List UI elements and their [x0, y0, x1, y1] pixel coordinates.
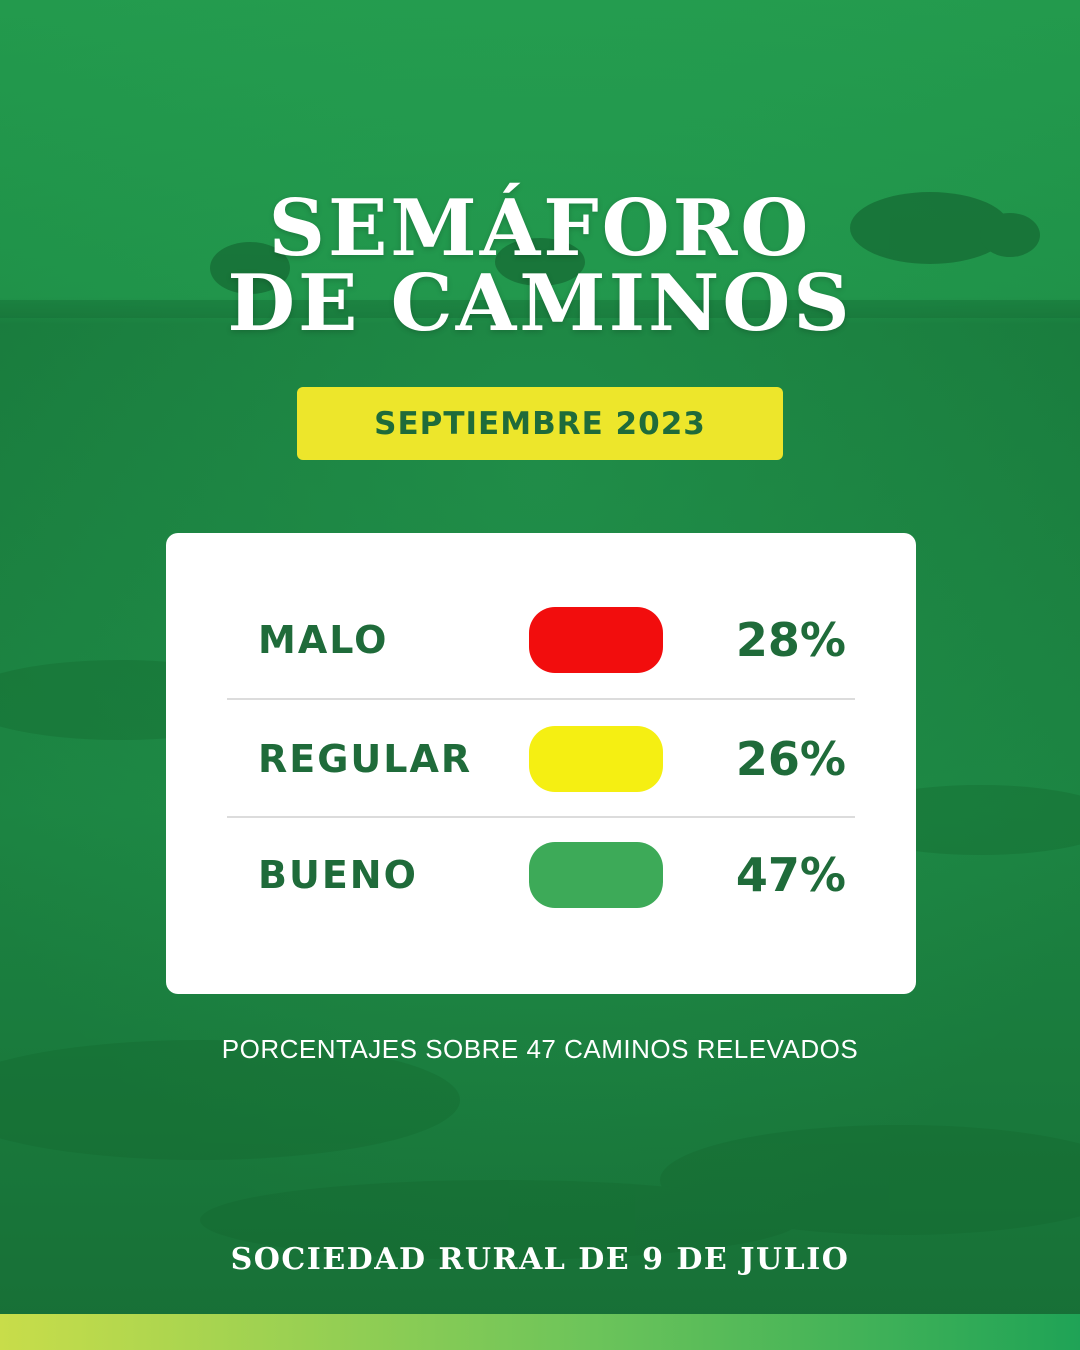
- status-row-regular: REGULAR 26%: [166, 701, 916, 817]
- survey-note: PORCENTAJES SOBRE 47 CAMINOS RELEVADOS: [221, 1034, 859, 1064]
- organization-name: SOCIEDAD RURAL DE 9 DE JULIO: [230, 1242, 850, 1277]
- status-row-malo: MALO 28%: [166, 582, 916, 698]
- row-divider: [227, 816, 855, 818]
- status-percent: 26%: [735, 732, 846, 786]
- page-title-line1: SEMÁFORO: [268, 183, 812, 274]
- status-percent: 47%: [735, 848, 846, 902]
- page-title-line2: DE CAMINOS: [227, 258, 853, 349]
- period-badge: SEPTIEMBRE 2023: [297, 387, 783, 460]
- red-light-swatch: [529, 607, 663, 673]
- green-light-swatch: [529, 842, 663, 908]
- status-label: MALO: [258, 618, 389, 662]
- status-percent: 28%: [735, 613, 846, 667]
- row-divider: [227, 698, 855, 700]
- status-label: REGULAR: [258, 737, 473, 781]
- bottom-gradient-bar: [0, 1314, 1080, 1350]
- period-badge-label: SEPTIEMBRE 2023: [374, 405, 706, 442]
- status-label: BUENO: [258, 853, 418, 897]
- status-card: MALO 28% REGULAR 26% BUENO 47%: [166, 533, 916, 994]
- yellow-light-swatch: [529, 726, 663, 792]
- status-row-bueno: BUENO 47%: [166, 817, 916, 933]
